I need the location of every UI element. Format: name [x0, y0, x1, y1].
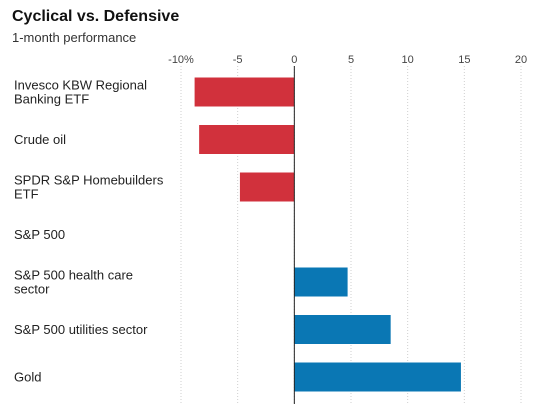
bars [194, 77, 461, 392]
category-label: S&P 500 [14, 227, 65, 242]
category-labels: Invesco KBW Regional Banking ETF Crude oil… [14, 78, 164, 385]
bar [294, 362, 461, 392]
category-label: SPDR S&P Homebuilders ETF [14, 173, 164, 202]
category-label: Crude oil [14, 132, 66, 147]
x-tick-label: 20 [515, 54, 527, 66]
category-label: S&P 500 utilities sector [14, 322, 148, 337]
category-label: S&P 500 health care sector [14, 268, 133, 297]
x-tick-label: -10% [168, 54, 194, 66]
category-label: Invesco KBW Regional Banking ETF [14, 78, 147, 107]
bar [239, 172, 295, 202]
grid-lines [180, 66, 522, 404]
x-tick-label: -5 [233, 54, 243, 66]
x-tick-label: 5 [348, 54, 354, 66]
x-axis-ticks: -10% -5 0 5 10 15 20 [168, 54, 527, 66]
x-tick-label: 0 [291, 54, 297, 66]
bar [294, 267, 348, 297]
bar [199, 125, 295, 154]
bar [294, 315, 391, 344]
x-tick-label: 15 [458, 54, 470, 66]
category-label: Gold [14, 370, 41, 385]
chart-subtitle: 1-month performance [12, 30, 137, 45]
bar [194, 77, 295, 107]
x-tick-label: 10 [402, 54, 414, 66]
chart-title: Cyclical vs. Defensive [12, 8, 180, 25]
